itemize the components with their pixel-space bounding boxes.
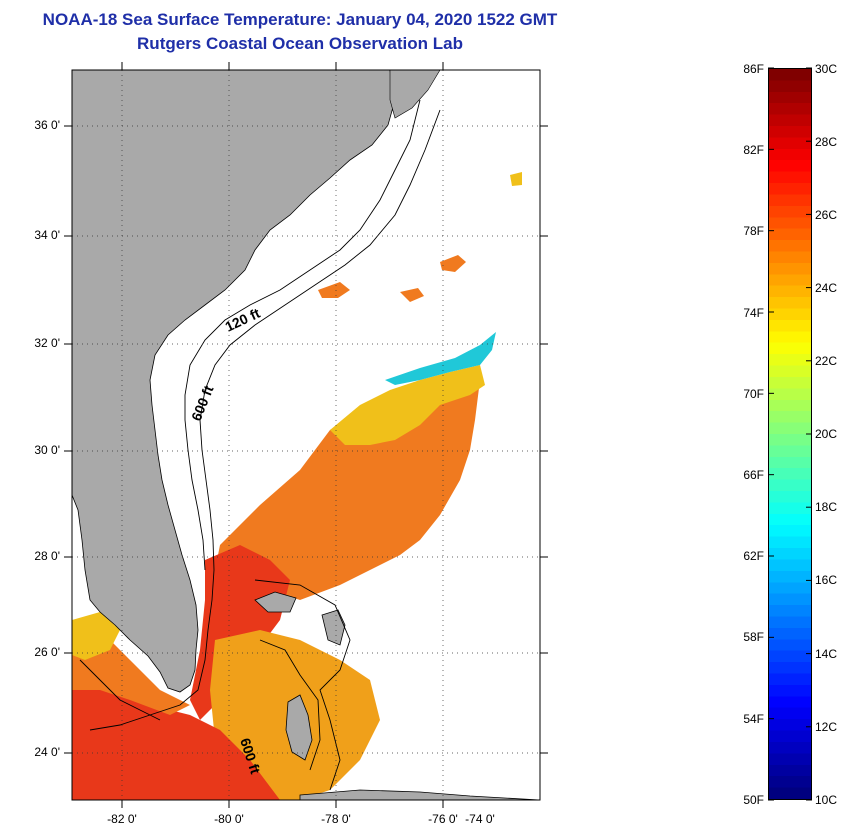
- contour-600ft: [89, 109, 441, 731]
- sst-cool-edge: [385, 332, 496, 385]
- lat-label-28: 28 0': [34, 549, 60, 563]
- colorbar-f-82: 82F: [743, 143, 764, 157]
- colorbar-c-18: 18C: [815, 500, 838, 514]
- sst-mild-band: [330, 365, 485, 445]
- sst-north-patch-c: [400, 288, 424, 302]
- colorbar-f-66: 66F: [743, 468, 764, 482]
- contour-bahamas-inner: [259, 639, 321, 771]
- colorbar-c-22: 22C: [815, 354, 838, 368]
- contour-gulf: [79, 659, 161, 721]
- colorbar-c-28: 28C: [815, 135, 838, 149]
- andros-island: [285, 694, 313, 761]
- lon-label-78: -78 0': [321, 812, 351, 826]
- islands: [254, 591, 540, 800]
- lon-label-82: -82 0': [107, 812, 137, 826]
- map-title: NOAA-18 Sea Surface Temperature: January…: [42, 10, 558, 29]
- colorbar-f-50: 50F: [743, 793, 764, 807]
- colorbar-f-58: 58F: [743, 630, 764, 644]
- contour-bahamas-bank: [254, 579, 351, 791]
- colorbar-c-30: 30C: [815, 62, 838, 76]
- map-subtitle: Rutgers Coastal Ocean Observation Lab: [137, 34, 463, 53]
- colorbar-f-74: 74F: [743, 306, 764, 320]
- lat-label-36: 36 0': [34, 118, 60, 132]
- sst-north-patch-a: [440, 255, 466, 272]
- map-frame: [71, 69, 541, 801]
- contour-120ft: [184, 99, 421, 571]
- lat-label-24: 24 0': [34, 745, 60, 759]
- abaco-island: [321, 609, 346, 646]
- sst-north-patch-b: [318, 282, 350, 298]
- colorbar-f-54: 54F: [743, 712, 764, 726]
- lat-label-30: 30 0': [34, 443, 60, 457]
- map-gridlines: [72, 70, 540, 800]
- colorbar-c-12: 12C: [815, 720, 838, 734]
- colorbar-c-16: 16C: [815, 573, 838, 587]
- colorbar-c-20: 20C: [815, 427, 838, 441]
- colorbar-c-26: 26C: [815, 208, 838, 222]
- sst-north-patch-d: [510, 172, 522, 186]
- grand-bahama: [254, 591, 297, 613]
- colorbar-c-10: 10C: [815, 793, 838, 807]
- colorbar-f-78: 78F: [743, 224, 764, 238]
- lon-label-74: -74 0': [465, 812, 495, 826]
- lat-label-34: 34 0': [34, 228, 60, 242]
- sst-keys-mild: [72, 612, 120, 660]
- colorbar-f-70: 70F: [743, 387, 764, 401]
- us-east-coast-land: [72, 70, 396, 693]
- lat-label-26: 26 0': [34, 645, 60, 659]
- outer-banks-land: [389, 70, 441, 119]
- colorbar-c-14: 14C: [815, 647, 838, 661]
- map-ticks: [64, 62, 548, 808]
- lon-label-80: -80 0': [214, 812, 244, 826]
- sst-warm-swath: [215, 380, 480, 600]
- colorbar-f-86: 86F: [743, 62, 764, 76]
- sst-colorbar: [768, 68, 812, 800]
- lon-label-76: -76 0': [428, 812, 458, 826]
- lat-label-32: 32 0': [34, 336, 60, 350]
- depth-contours: [79, 99, 441, 791]
- colorbar-c-24: 24C: [815, 281, 838, 295]
- colorbar-f-62: 62F: [743, 549, 764, 563]
- cuba-coast: [299, 789, 540, 800]
- sst-gulf-hot: [72, 690, 280, 800]
